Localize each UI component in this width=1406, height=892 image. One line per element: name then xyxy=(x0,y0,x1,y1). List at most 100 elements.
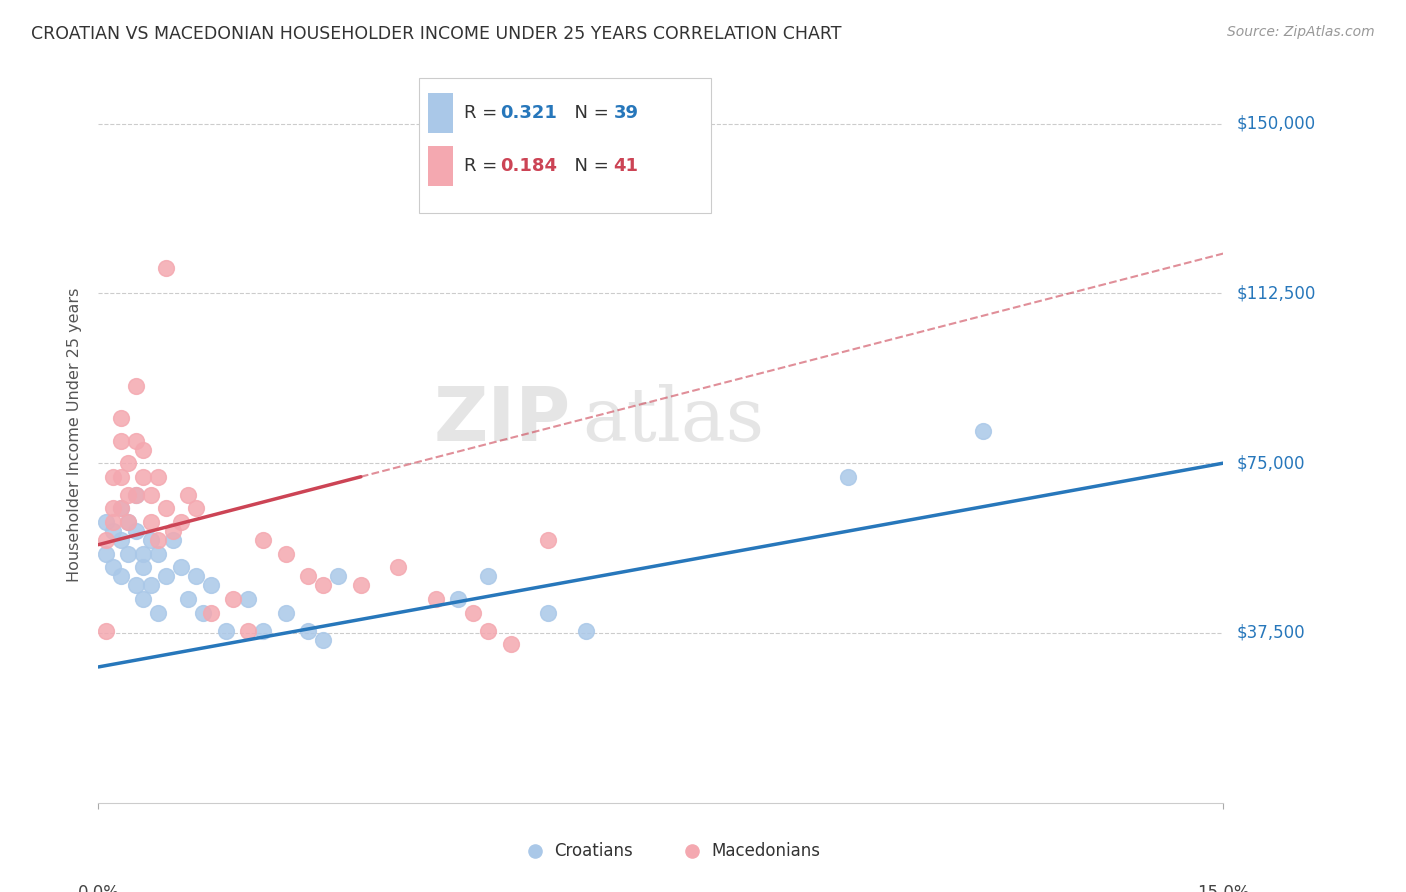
Point xyxy=(200,578,222,592)
Point xyxy=(148,606,170,620)
Point xyxy=(132,547,155,561)
Point xyxy=(537,606,560,620)
Point xyxy=(252,533,274,548)
Point xyxy=(110,569,132,583)
Point xyxy=(125,488,148,502)
Point xyxy=(148,533,170,548)
Point xyxy=(215,624,238,638)
Point xyxy=(170,560,193,574)
Point xyxy=(132,592,155,607)
Point xyxy=(117,456,139,470)
Point xyxy=(193,606,215,620)
Text: $150,000: $150,000 xyxy=(1237,114,1316,133)
Point xyxy=(148,469,170,483)
Point xyxy=(238,624,260,638)
FancyBboxPatch shape xyxy=(419,78,711,213)
Point xyxy=(148,547,170,561)
Text: 0.0%: 0.0% xyxy=(77,884,120,892)
Point xyxy=(447,592,470,607)
Point xyxy=(110,501,132,516)
Point xyxy=(110,434,132,448)
Point xyxy=(132,442,155,457)
Point xyxy=(103,469,125,483)
Point xyxy=(575,624,598,638)
Point xyxy=(499,637,522,651)
Point xyxy=(117,488,139,502)
Point xyxy=(312,632,335,647)
Text: 15.0%: 15.0% xyxy=(1197,884,1250,892)
Text: R =: R = xyxy=(464,104,503,122)
Text: N =: N = xyxy=(562,104,614,122)
Point xyxy=(200,606,222,620)
Text: 0.321: 0.321 xyxy=(501,104,557,122)
Point xyxy=(125,434,148,448)
Text: R =: R = xyxy=(464,157,503,175)
Point xyxy=(177,592,200,607)
Point xyxy=(110,501,132,516)
Point xyxy=(94,533,117,548)
Y-axis label: Householder Income Under 25 years: Householder Income Under 25 years xyxy=(67,287,83,582)
Point xyxy=(110,469,132,483)
Point xyxy=(312,578,335,592)
Point xyxy=(117,515,139,529)
Text: $75,000: $75,000 xyxy=(1237,454,1306,472)
Text: Source: ZipAtlas.com: Source: ZipAtlas.com xyxy=(1227,25,1375,39)
Point xyxy=(103,524,125,538)
Point xyxy=(94,547,117,561)
Point xyxy=(177,488,200,502)
Point xyxy=(387,560,409,574)
Point xyxy=(94,515,117,529)
Point xyxy=(425,592,447,607)
Text: $37,500: $37,500 xyxy=(1237,624,1306,642)
Text: N =: N = xyxy=(562,157,614,175)
Point xyxy=(463,606,485,620)
FancyBboxPatch shape xyxy=(427,146,453,186)
Point xyxy=(125,578,148,592)
FancyBboxPatch shape xyxy=(427,93,453,134)
Point xyxy=(155,261,177,276)
Point xyxy=(537,533,560,548)
Point xyxy=(477,624,499,638)
Point xyxy=(110,533,132,548)
Point xyxy=(972,425,994,439)
Point xyxy=(132,469,155,483)
Text: atlas: atlas xyxy=(582,384,765,457)
Text: $112,500: $112,500 xyxy=(1237,285,1316,302)
Point xyxy=(252,624,274,638)
Text: 0.184: 0.184 xyxy=(501,157,557,175)
Point xyxy=(477,569,499,583)
Point xyxy=(139,578,162,592)
Point xyxy=(184,501,207,516)
Point xyxy=(125,379,148,393)
Point xyxy=(155,569,177,583)
Point xyxy=(125,524,148,538)
Point xyxy=(155,501,177,516)
Point xyxy=(297,569,319,583)
Point xyxy=(103,501,125,516)
Text: ZIP: ZIP xyxy=(433,384,571,457)
Point xyxy=(274,547,297,561)
Point xyxy=(162,524,184,538)
Point xyxy=(110,410,132,425)
Point xyxy=(139,488,162,502)
Point xyxy=(117,547,139,561)
Point xyxy=(837,469,859,483)
Point xyxy=(184,569,207,583)
Point xyxy=(222,592,245,607)
Point xyxy=(328,569,350,583)
Point xyxy=(274,606,297,620)
Point xyxy=(125,488,148,502)
Point xyxy=(139,515,162,529)
Point xyxy=(297,624,319,638)
Point xyxy=(170,515,193,529)
Point xyxy=(350,578,373,592)
Point xyxy=(103,560,125,574)
Text: Croatians: Croatians xyxy=(554,842,633,860)
Point xyxy=(162,533,184,548)
Point xyxy=(132,560,155,574)
Text: 39: 39 xyxy=(613,104,638,122)
Point xyxy=(117,515,139,529)
Text: Macedonians: Macedonians xyxy=(711,842,821,860)
Point xyxy=(238,592,260,607)
Text: 41: 41 xyxy=(613,157,638,175)
